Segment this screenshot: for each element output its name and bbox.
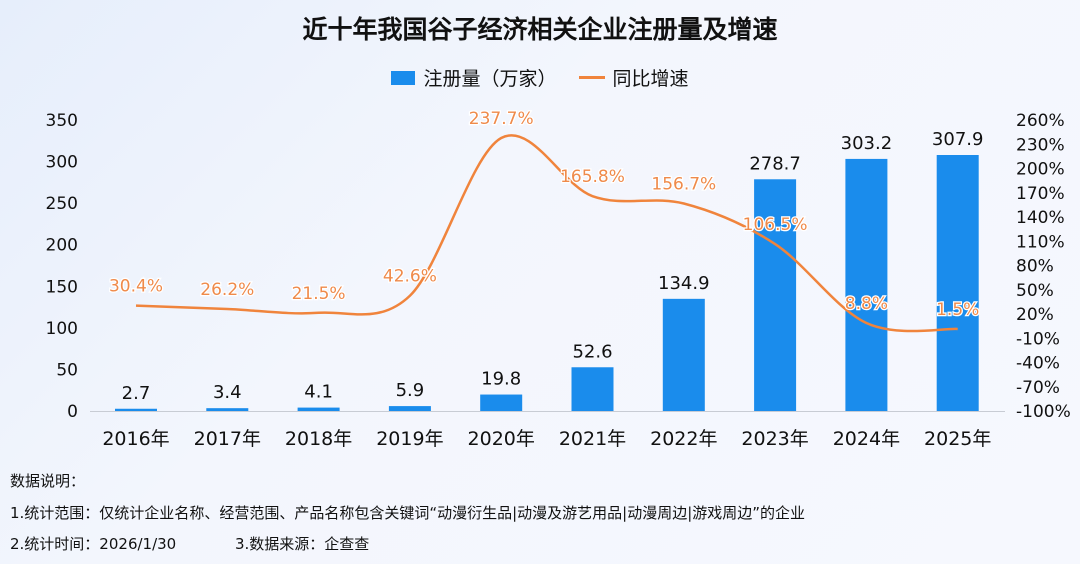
notes-line-2b: 3.数据来源：企查查 xyxy=(235,535,370,553)
bar xyxy=(480,394,523,411)
legend: 注册量（万家） 同比增速 xyxy=(0,64,1080,91)
bar-data-label: 19.8 xyxy=(481,369,521,390)
left-axis-tick: 100 xyxy=(46,319,78,339)
x-axis-tick: 2018年 xyxy=(285,428,352,450)
bar-data-label: 52.6 xyxy=(572,341,612,362)
left-axis-tick: 50 xyxy=(56,360,78,380)
right-axis-tick: 200% xyxy=(1016,160,1065,180)
line-data-label: 42.6% xyxy=(383,267,437,287)
right-axis-tick: 80% xyxy=(1016,257,1054,277)
legend-bar-label: 注册量（万家） xyxy=(423,68,557,90)
line-data-label: 237.7% xyxy=(469,109,534,129)
growth-line xyxy=(135,134,958,333)
x-axis-tick: 2019年 xyxy=(376,428,443,450)
left-axis-tick: 250 xyxy=(46,194,78,214)
left-axis-tick: 150 xyxy=(46,277,78,297)
bar xyxy=(662,298,705,411)
bar-data-label: 3.4 xyxy=(213,382,242,403)
line-data-label: 30.4% xyxy=(109,277,163,297)
bar xyxy=(754,179,797,411)
right-axis-tick: 260% xyxy=(1016,111,1065,131)
line-data-label: 165.8% xyxy=(560,167,625,187)
line-data-label: 26.2% xyxy=(200,280,254,300)
chart-title: 近十年我国谷子经济相关企业注册量及增速 xyxy=(302,15,778,44)
right-axis-tick: 20% xyxy=(1016,305,1054,325)
bar xyxy=(115,408,157,411)
bar xyxy=(297,407,340,411)
x-axis-tick: 2025年 xyxy=(924,428,991,450)
bar xyxy=(206,408,249,411)
notes-line-2a: 2.统计时间：2026/1/30 xyxy=(10,535,177,553)
right-axis-tick: 140% xyxy=(1016,208,1065,228)
line-data-label: 156.7% xyxy=(651,175,716,195)
chart: 0 50 100 150 200 250 300 350 -100% -70% -40% -10% 20… xyxy=(46,108,1071,450)
bar-data-label: 2.7 xyxy=(122,383,151,404)
bar-data-label: 4.1 xyxy=(304,382,333,403)
bar xyxy=(571,367,614,411)
x-axis-tick: 2023年 xyxy=(741,428,808,450)
notes-heading: 数据说明： xyxy=(10,472,86,490)
right-axis-tick: -70% xyxy=(1016,378,1060,398)
x-axis-tick: 2020年 xyxy=(468,428,535,450)
right-axis-tick: -40% xyxy=(1016,354,1060,374)
line-data-label: 8.8% xyxy=(845,294,888,314)
left-axis-tick: 200 xyxy=(46,236,78,256)
x-axis-tick: 2021年 xyxy=(559,428,626,450)
left-axis-tick: 0 xyxy=(67,402,78,422)
bar xyxy=(845,158,888,411)
x-axis-tick: 2016年 xyxy=(102,428,169,450)
bar-data-label: 278.7 xyxy=(749,153,801,174)
legend-line-label: 同比增速 xyxy=(612,68,689,90)
bar xyxy=(388,406,431,411)
legend-bar-swatch xyxy=(391,70,416,85)
right-axis-tick: 170% xyxy=(1016,184,1065,204)
right-axis-tick: 110% xyxy=(1016,232,1065,252)
legend-line-swatch xyxy=(578,76,605,79)
x-axis-tick: 2017年 xyxy=(194,428,261,450)
line-data-label: 1.5% xyxy=(936,300,979,320)
right-axis-tick: 230% xyxy=(1016,135,1065,155)
x-axis-tick: 2024年 xyxy=(833,428,900,450)
right-axis-tick: -100% xyxy=(1016,402,1071,422)
bar-data-label: 134.9 xyxy=(658,273,710,294)
left-axis-tick: 350 xyxy=(46,111,78,131)
bar-data-label: 5.9 xyxy=(396,380,425,401)
right-axis-tick: -10% xyxy=(1016,329,1060,349)
notes-line-1: 1.统计范围：仅统计企业名称、经营范围、产品名称包含关键词“动漫衍生品|动漫及游… xyxy=(10,504,806,522)
bar xyxy=(936,155,979,411)
line-data-label: 106.5% xyxy=(743,215,808,235)
line-data-label: 21.5% xyxy=(292,284,346,304)
bar-data-label: 307.9 xyxy=(932,129,984,150)
right-axis-tick: 50% xyxy=(1016,281,1054,301)
bar-data-label: 303.2 xyxy=(841,133,893,154)
x-axis-tick: 2022年 xyxy=(650,428,717,450)
left-axis-tick: 300 xyxy=(46,153,78,173)
